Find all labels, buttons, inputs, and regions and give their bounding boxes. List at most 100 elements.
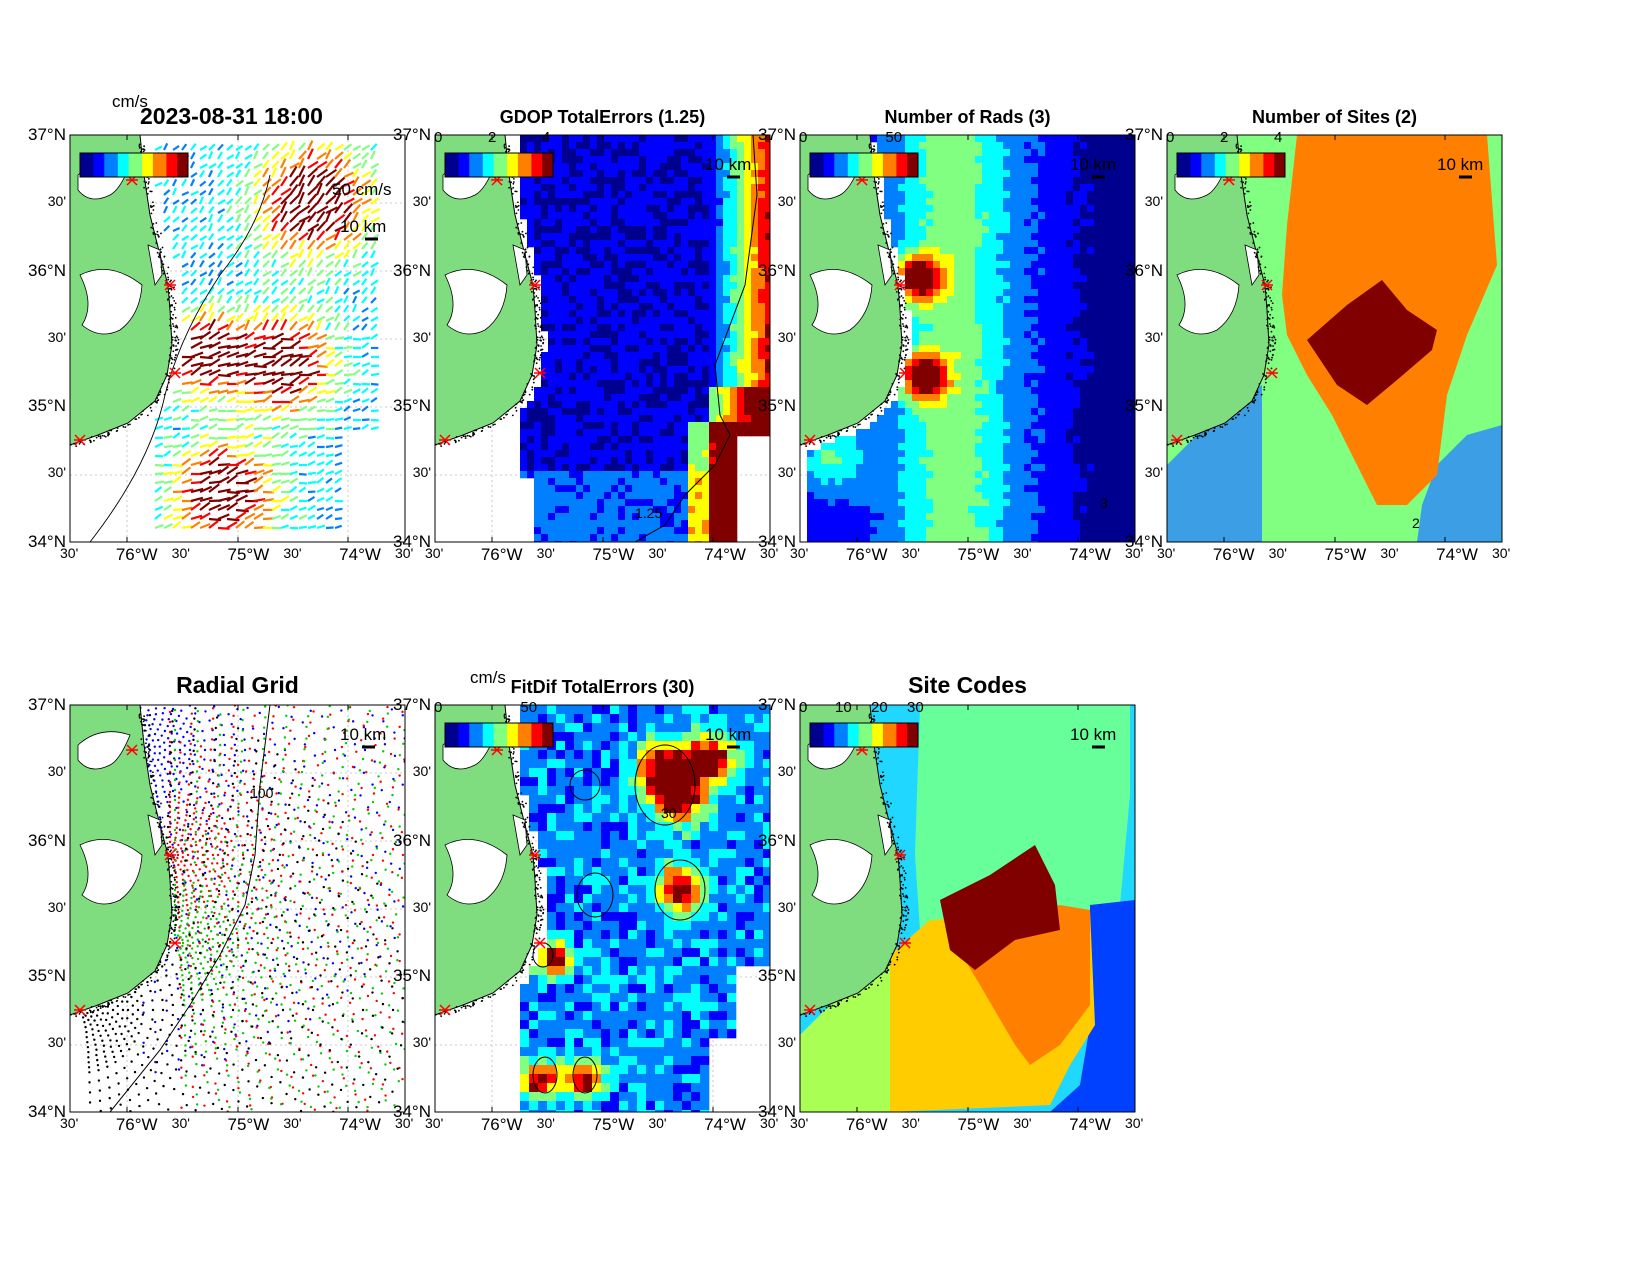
sound-water [877, 244, 893, 287]
latitude-label: 30' [777, 192, 796, 209]
sound-water [1176, 269, 1240, 335]
radar-site-marker [1266, 367, 1278, 379]
scale-bar-label: 10 km [340, 217, 387, 236]
colorbar-tick-label: 30 [907, 699, 924, 716]
latitude-label: 34°N [28, 1102, 66, 1121]
radar-site-marker [804, 434, 816, 446]
longitude-label: 30' [1268, 545, 1287, 561]
map-panel-num-sites: Number of Sites (2) 0 2 4 10 km 2 37°N 30' 36°N 3… [1125, 107, 1510, 564]
sound-water [147, 814, 163, 857]
scale-bar-label: 10 km [705, 725, 752, 744]
longitude-label: 76°W [115, 545, 158, 564]
latitude-label: 30' [47, 1034, 66, 1051]
longitude-label: 74°W [339, 1115, 381, 1134]
latitude-label: 36°N [28, 260, 66, 280]
scale-bar-label: 10 km [340, 725, 387, 744]
scale-bar-label: 10 km [1070, 725, 1117, 744]
longitude-label: 30' [1380, 545, 1399, 561]
panel-title: GDOP TotalErrors (1.25) [499, 107, 706, 127]
latitude-label: 35°N [28, 396, 66, 416]
radar-site-marker [1171, 434, 1183, 446]
longitude-label: 76°W [480, 545, 523, 564]
radar-site-marker [164, 279, 176, 291]
longitude-label: 30' [395, 1115, 414, 1131]
current-vector-field [154, 140, 381, 530]
colorbar-tick-label: 0 [434, 129, 443, 146]
colorbar-tick-label: 0 [1166, 129, 1175, 146]
latitude-label: 36°N [28, 830, 66, 850]
longitude-label: 30' [283, 1115, 302, 1131]
radar-site-marker [169, 937, 181, 949]
sound-water [77, 731, 131, 770]
latitude-label: 30' [47, 762, 66, 779]
sound-water [444, 269, 508, 335]
colorbar-tick-label: 2 [1220, 129, 1229, 146]
sound-water [444, 839, 508, 905]
longitude-label: 30' [425, 545, 444, 561]
longitude-label: 75°W [592, 1115, 635, 1134]
longitude-label: 30' [1125, 1115, 1144, 1131]
gdop-field [520, 135, 770, 542]
latitude-label: 30' [412, 464, 431, 481]
radar-site-marker [534, 367, 546, 379]
scale-bar-label: 10 km [705, 155, 752, 174]
site-count-field [1167, 135, 1502, 542]
longitude-label: 30' [648, 545, 667, 561]
latitude-label: 30' [412, 328, 431, 345]
colorbar [809, 722, 919, 748]
radar-site-marker [899, 367, 911, 379]
latitude-label: 30' [777, 1034, 796, 1051]
colorbar-tick-label: 2 [488, 129, 497, 146]
longitude-label: 30' [1013, 1115, 1032, 1131]
scale-bar-label: 10 km [1070, 155, 1117, 174]
bathymetry-contour [89, 174, 271, 542]
latitude-label: 30' [47, 328, 66, 345]
longitude-label: 30' [760, 1115, 779, 1131]
longitude-label: 30' [760, 545, 779, 561]
longitude-label: 75°W [1324, 545, 1367, 564]
longitude-label: 76°W [845, 1115, 888, 1134]
radar-site-marker [894, 279, 906, 291]
map-panel-gdop: GDOP TotalErrors (1.25) 0 2 4 10 km 1.25 37°N 3… [393, 107, 778, 564]
radar-site-marker [894, 849, 906, 861]
colorbar [79, 152, 189, 178]
longitude-label: 30' [395, 545, 414, 561]
map-panel-radial-grid: Radial Grid 10 km 100 37°N 30' 36°N 30' 35°N 30'… [28, 672, 413, 1134]
longitude-label: 75°W [227, 545, 270, 564]
longitude-label: 30' [171, 545, 190, 561]
panel-title: Site Codes [908, 672, 1027, 698]
radar-site-marker [74, 1004, 86, 1016]
latitude-label: 30' [47, 192, 66, 209]
latitude-label: 30' [777, 898, 796, 915]
panel-title: FitDif TotalErrors (30) [510, 677, 695, 697]
colorbar-tick-label: 50 [520, 699, 538, 716]
latitude-label: 30' [1144, 328, 1163, 345]
longitude-label: 30' [283, 545, 302, 561]
longitude-label: 30' [536, 1115, 555, 1131]
radar-site-marker [899, 937, 911, 949]
longitude-label: 30' [536, 545, 555, 561]
radar-site-marker [534, 937, 546, 949]
map-canvas [799, 704, 1136, 1113]
longitude-label: 75°W [227, 1115, 270, 1134]
sound-water [1244, 244, 1260, 287]
panel-title: Number of Sites (2) [1251, 107, 1418, 127]
longitude-label: 30' [60, 545, 79, 561]
longitude-label: 74°W [1436, 545, 1478, 564]
longitude-label: 76°W [480, 1115, 523, 1134]
latitude-label: 35°N [1125, 396, 1163, 416]
longitude-label: 30' [60, 1115, 79, 1131]
longitude-label: 30' [425, 1115, 444, 1131]
contour-label: 1.25 [635, 505, 663, 521]
radar-site-marker [529, 279, 541, 291]
map-canvas [69, 704, 406, 1113]
radar-site-marker [169, 367, 181, 379]
longitude-label: 75°W [592, 545, 635, 564]
latitude-label: 30' [777, 328, 796, 345]
colorbar-unit-label: cm/s [470, 668, 506, 687]
latitude-label: 34°N [758, 532, 796, 551]
sound-water [512, 244, 528, 287]
colorbar [444, 722, 554, 748]
latitude-label: 30' [412, 898, 431, 915]
latitude-label: 34°N [758, 1102, 796, 1121]
